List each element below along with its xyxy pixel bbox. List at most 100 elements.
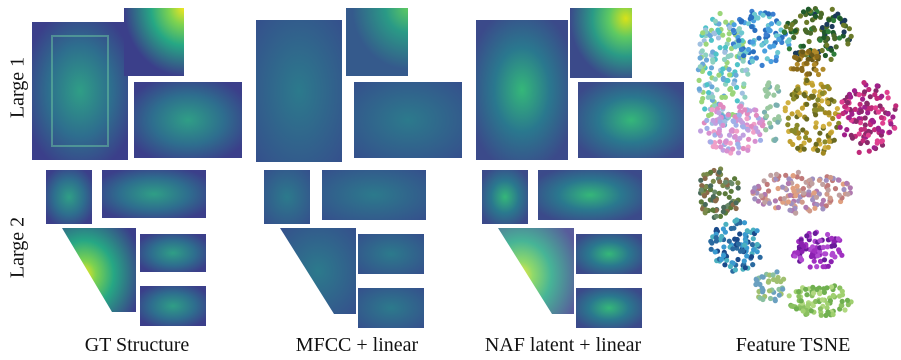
tsne-point xyxy=(696,86,702,92)
tsne-point xyxy=(817,306,824,312)
tsne-point xyxy=(741,220,748,226)
tsne-point xyxy=(846,26,853,32)
tsne-point xyxy=(716,110,722,116)
tsne-point xyxy=(750,49,757,55)
tsne-point xyxy=(810,25,817,31)
tsne-point xyxy=(786,46,793,52)
tsne-point xyxy=(811,258,817,264)
tsne-point xyxy=(807,208,813,214)
tsne-point xyxy=(740,132,746,138)
tsne-point xyxy=(763,127,769,133)
tsne-point xyxy=(705,94,711,100)
tsne-point xyxy=(716,128,722,135)
tsne-point xyxy=(774,102,780,108)
tsne-point xyxy=(785,180,792,187)
tsne-point xyxy=(857,101,863,107)
tsne-point xyxy=(803,134,809,141)
tsne-point xyxy=(728,150,734,156)
tsne-point xyxy=(797,112,803,118)
tsne-point xyxy=(748,254,755,260)
tsne-point xyxy=(761,109,768,115)
tsne-point xyxy=(794,183,800,189)
tsne-point xyxy=(732,114,738,120)
tsne-point xyxy=(799,175,805,182)
tsne-point xyxy=(741,242,748,248)
tsne-point xyxy=(737,231,743,237)
tsne-point xyxy=(770,11,776,17)
tsne-point xyxy=(799,65,805,71)
tsne-point xyxy=(727,24,733,31)
tsne-point xyxy=(724,257,730,263)
tsne-point xyxy=(704,125,710,131)
tsne-point xyxy=(724,148,730,154)
tsne-point xyxy=(803,29,809,35)
tsne-point xyxy=(797,255,804,261)
tsne-point xyxy=(874,83,880,89)
tsne-point xyxy=(741,53,747,59)
tsne-point xyxy=(767,28,773,34)
tsne-point xyxy=(793,55,799,61)
tsne-point xyxy=(864,100,870,106)
tsne-point xyxy=(788,26,794,32)
tsne-point xyxy=(751,129,757,135)
tsne-point xyxy=(775,204,782,211)
tsne-point xyxy=(830,311,836,318)
tsne-point xyxy=(751,247,757,253)
tsne-point xyxy=(813,67,819,73)
tsne-point xyxy=(750,262,756,268)
tsne-point xyxy=(735,256,741,263)
tsne-point xyxy=(713,213,719,219)
tsne-point xyxy=(861,126,868,132)
tsne-point xyxy=(820,66,826,72)
tsne-point xyxy=(828,259,834,265)
tsne-point xyxy=(828,56,834,63)
tsne-point xyxy=(872,92,878,98)
tsne-point xyxy=(893,103,899,109)
tsne-point xyxy=(804,292,810,298)
tsne-point xyxy=(892,125,898,131)
tsne-point xyxy=(757,137,764,143)
tsne-point xyxy=(768,21,775,27)
tsne-point xyxy=(856,149,862,155)
tsne-point xyxy=(785,199,792,205)
tsne-point xyxy=(820,181,826,187)
tsne-point xyxy=(699,68,706,74)
tsne-point xyxy=(878,115,885,121)
tsne-point xyxy=(734,98,740,104)
tsne-point xyxy=(822,110,828,116)
tsne-point xyxy=(738,46,745,53)
tsne-point xyxy=(782,108,788,114)
tsne-point xyxy=(723,179,729,185)
tsne-point xyxy=(844,180,850,186)
tsne-point xyxy=(822,52,829,59)
tsne-point xyxy=(825,231,831,238)
tsne-point xyxy=(719,94,725,100)
tsne-point xyxy=(780,286,786,292)
tsne-point xyxy=(794,249,801,256)
tsne-point xyxy=(722,49,728,55)
tsne-point xyxy=(706,90,712,96)
tsne-point xyxy=(836,35,843,41)
tsne-point xyxy=(709,107,716,113)
caption-gt-structure: GT Structure xyxy=(84,334,190,356)
tsne-point xyxy=(708,238,714,244)
tsne-point xyxy=(702,175,708,181)
tsne-point xyxy=(720,122,726,128)
tsne-point xyxy=(703,184,709,190)
tsne-point xyxy=(812,230,818,236)
tsne-point xyxy=(716,72,722,78)
tsne-point xyxy=(800,127,806,133)
tsne-point xyxy=(718,144,724,150)
panel-tsne-large1 xyxy=(695,6,899,156)
tsne-point xyxy=(756,120,763,126)
tsne-point xyxy=(697,64,703,70)
tsne-point xyxy=(759,42,765,48)
tsne-point xyxy=(864,139,870,146)
tsne-point xyxy=(805,192,812,198)
tsne-point xyxy=(742,231,748,238)
tsne-point xyxy=(760,274,766,280)
tsne-point xyxy=(708,139,714,145)
tsne-point xyxy=(764,56,770,62)
tsne-point xyxy=(860,96,866,102)
